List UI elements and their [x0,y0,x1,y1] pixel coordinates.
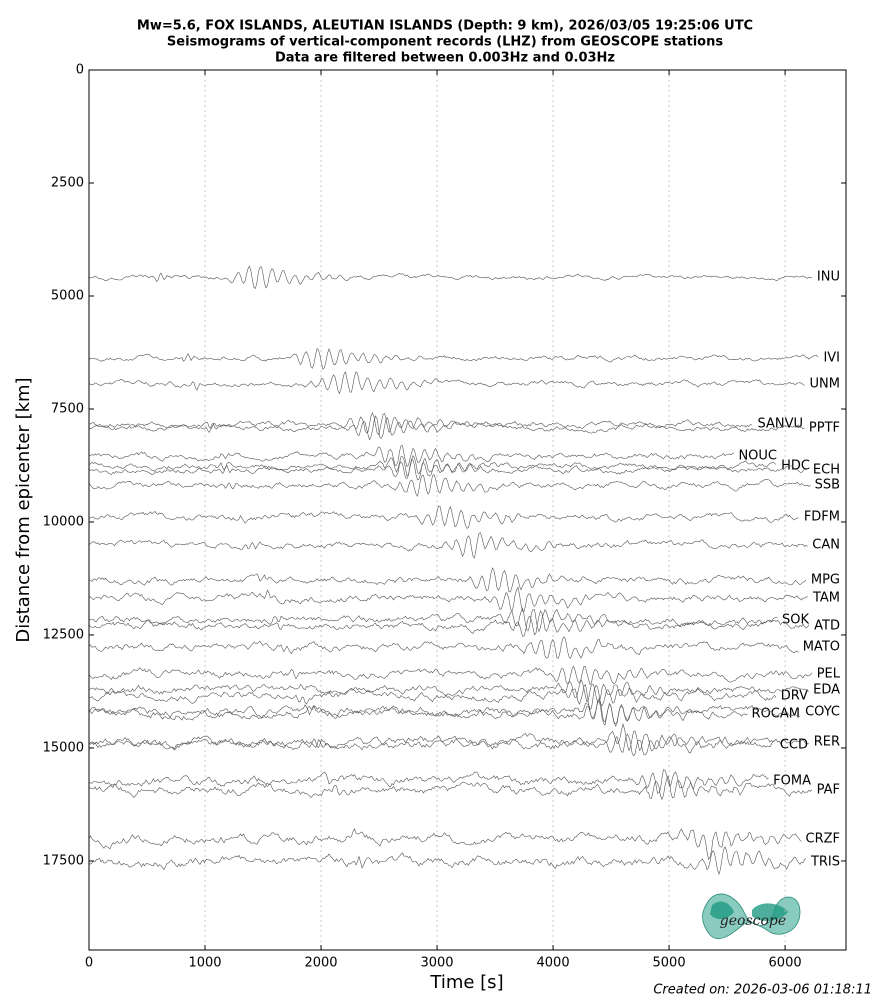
station-label: RER [814,734,840,749]
station-label: SOK [782,612,809,627]
station-label: TRIS [810,854,840,869]
x-tick-label: 6000 [769,956,802,971]
trace [88,610,810,637]
footer: Created on: 2026-03-06 01:18:11 [653,983,872,998]
y-axis-label: Distance from epicenter [km] [13,377,34,642]
station-label: EDA [813,683,840,698]
station-label: IVI [823,351,840,366]
logo: geoscope [702,893,801,940]
trace [88,636,799,660]
y-tick-label: 17500 [43,853,84,868]
x-tick-label: 2000 [304,956,337,971]
trace [88,697,801,727]
station-label: SANVU [757,416,803,431]
station-label: NOUC [738,448,777,463]
logo-text: geoscope [720,913,786,929]
station-label: DRV [781,688,808,703]
station-label: PEL [817,666,841,681]
trace [88,586,808,613]
trace [88,445,735,468]
trace [88,828,802,861]
trace [88,532,808,559]
trace [88,567,807,593]
trace [88,505,799,529]
y-tick-label: 7500 [51,401,84,416]
x-tick-label: 3000 [420,956,453,971]
y-tick-label: 12500 [43,627,84,642]
trace [88,684,777,711]
chart-title: Mw=5.6, FOX ISLANDS, ALEUTIAN ISLANDS (D… [137,19,753,34]
trace [88,265,813,290]
station-label: CRZF [806,831,841,846]
trace [88,474,811,497]
trace [88,733,775,757]
y-tick-label: 10000 [43,514,84,529]
station-label: SSB [815,477,840,492]
station-label: MPG [811,572,840,587]
trace [88,348,819,371]
y-tick-label: 5000 [51,288,84,303]
station-label: CAN [812,537,840,552]
trace [88,458,808,481]
trace [88,415,805,441]
trace [88,722,810,752]
station-label: PPTF [809,420,840,435]
trace [88,769,769,794]
x-tick-label: 1000 [188,956,221,971]
trace [88,607,778,633]
trace [88,371,805,395]
y-tick-label: 2500 [51,175,84,190]
station-label: FDFM [804,509,840,524]
station-label: PAF [817,782,840,797]
trace [88,846,807,876]
logo-shape [710,901,788,921]
station-label: CCD [780,737,808,752]
y-tick-label: 0 [76,63,84,78]
trace [88,665,813,686]
station-label: COYC [805,704,840,719]
station-label: ECH [813,463,840,478]
trace [88,775,813,801]
trace [88,700,748,726]
trace [88,679,810,703]
station-label: HDC [781,458,810,473]
x-tick-label: 0 [85,956,93,971]
y-tick-label: 15000 [43,740,84,755]
station-label: TAM [812,590,840,605]
station-label: ATD [814,618,840,633]
plot-frame [88,69,847,951]
x-axis-label: Time [s] [429,972,503,993]
chart-subtitle: Data are filtered between 0.003Hz and 0.… [275,51,615,66]
station-label: UNM [810,376,840,391]
x-tick-label: 4000 [537,956,570,971]
trace [88,412,753,436]
station-label: ROCAM [752,706,800,721]
station-label: FOMA [773,773,811,788]
x-tick-label: 5000 [653,956,686,971]
station-label: INU [817,270,840,285]
chart-subtitle: Seismograms of vertical-component record… [167,35,723,50]
station-label: MATO [803,639,840,654]
